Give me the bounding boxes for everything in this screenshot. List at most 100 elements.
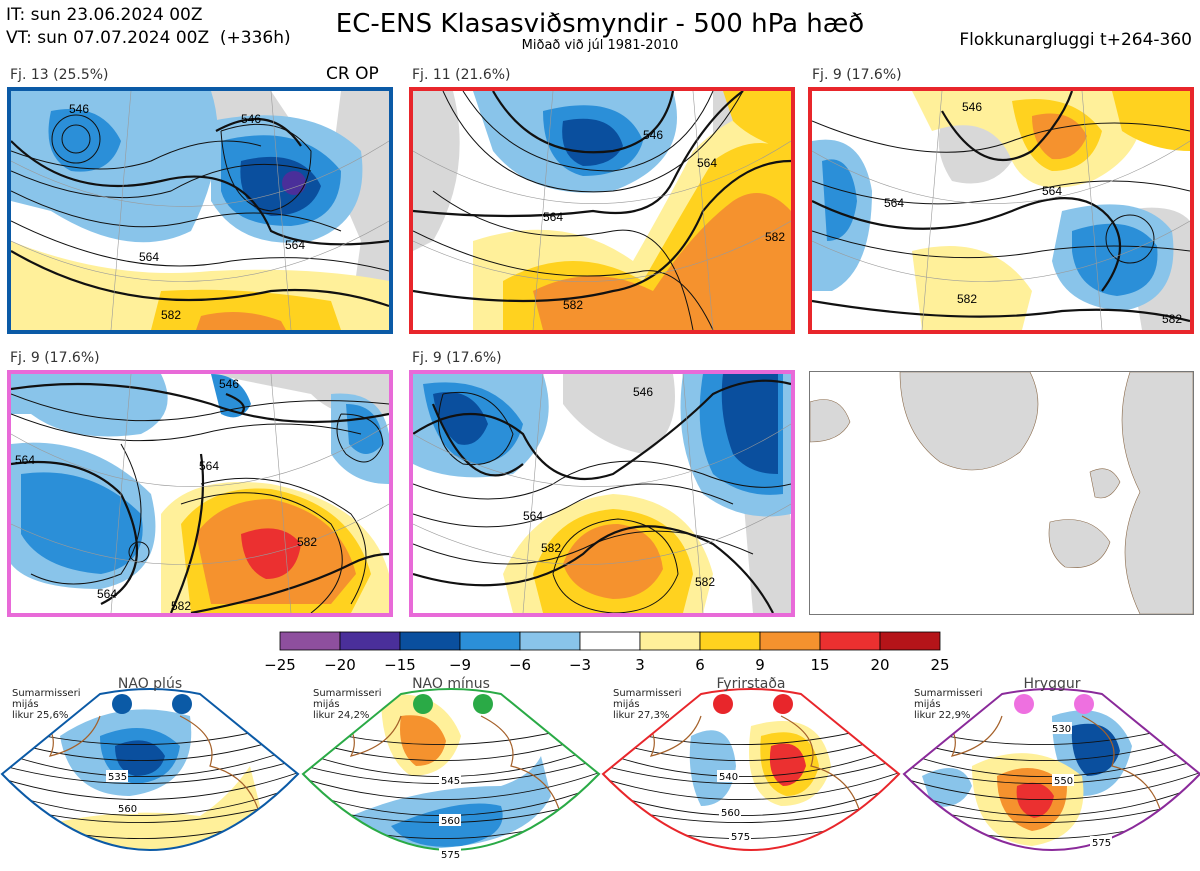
regime-map-3: 540 560 575 — [601, 688, 901, 851]
regime-sector-outline — [902, 688, 1200, 851]
regime-contour-label-bg — [729, 830, 751, 842]
regime-title: Hryggur — [1023, 676, 1081, 692]
colorbar-tick-label: −25 — [264, 656, 296, 674]
page-subtitle: Miðað við júl 1981-2010 — [521, 38, 679, 53]
panel-1-contour-label-4: 564 — [139, 250, 159, 264]
regime-info: Sumarmisseri mijás likur 22,9% — [914, 688, 982, 721]
regime-height-contour — [2, 784, 298, 816]
panel-4-label: Fj. 9 (17.6%) — [10, 350, 100, 366]
regime-map-4: 530 550 575 — [902, 688, 1200, 851]
regime-mean-label: mijás — [12, 699, 39, 710]
panel-3-contour-label-4: 582 — [957, 292, 977, 306]
regime-marker-dot — [1074, 694, 1094, 714]
colorbar-swatch — [459, 631, 521, 651]
cluster-map-3-graphic: 546 564 564 582 582 — [812, 91, 1190, 330]
panel-5-contour-label-1: 546 — [633, 385, 653, 399]
regime-contour-label-bg — [439, 814, 461, 826]
regime-height-contour — [2, 745, 298, 777]
classification-window: Flokkunargluggi t+264-360 — [959, 30, 1192, 50]
regime-inset-2: 545 560 575 NAO mínus Sumarmisseri mijás likur… — [301, 676, 601, 871]
panel-1-label: Fj. 13 (25.5%) — [10, 67, 109, 83]
panel-3-contour-label-1: 546 — [962, 100, 982, 114]
colorbar-tick-label: −9 — [449, 656, 471, 674]
regime-mean-label: mijás — [914, 699, 941, 710]
cluster-map-5: 546 564 582 582 — [409, 370, 795, 617]
colorbar-swatch — [579, 631, 641, 651]
regime-probability: likur 22,9% — [914, 710, 971, 721]
colorbar-tick-label: 6 — [695, 656, 705, 674]
colorbar-swatch — [279, 631, 341, 651]
cluster-map-4: 546 564 564 564 582 582 — [7, 370, 393, 617]
panel-5-contour-label-2: 564 — [523, 509, 543, 523]
panel-3-contour-label-3: 564 — [1042, 184, 1062, 198]
regime-contour-label: 560 — [441, 816, 460, 827]
regime-info: Sumarmisseri mijás likur 27,3% — [613, 688, 681, 721]
regime-inset-1: 535 560 NAO plús Sumarmisseri mijás likur 25,… — [0, 676, 300, 871]
regime-sector-outline — [601, 688, 901, 851]
colorbar-swatch — [879, 631, 941, 651]
regime-marker-dot — [713, 694, 733, 714]
regime-height-contour — [2, 758, 298, 785]
panel-1-tag: CR OP — [326, 64, 379, 84]
panel-1-contour-label-1: 546 — [69, 102, 89, 116]
regime-contour-label-bg — [1052, 774, 1074, 786]
regime-contour-label: 540 — [719, 772, 738, 783]
panel-5-contour-label-4: 582 — [695, 575, 715, 589]
panel-2-contour-label-3: 564 — [697, 156, 717, 170]
panel-4-contour-label-2: 564 — [15, 453, 35, 467]
regime-map-1: 535 560 — [0, 688, 300, 851]
regime-height-contour — [603, 745, 899, 777]
regime-height-contour — [904, 784, 1200, 816]
regime-probability: likur 24,2% — [313, 710, 370, 721]
regime-marker-dot — [172, 694, 192, 714]
panel-1-contour-label-5: 582 — [161, 308, 181, 322]
regime-contour-label: 560 — [721, 808, 740, 819]
regime-title: Fyrirstaða — [716, 676, 786, 692]
regime-contour-label: 575 — [1092, 838, 1111, 849]
regime-anomaly-area — [400, 715, 446, 766]
colorbar-swatch — [759, 631, 821, 651]
regime-height-contour — [303, 771, 599, 800]
regime-contour-label: 545 — [441, 776, 460, 787]
regime-season: Sumarmisseri — [914, 688, 983, 699]
regime-season: Sumarmisseri — [613, 688, 682, 699]
panel-5-contour-label-3: 582 — [541, 541, 561, 555]
colorbar-tick-label: 9 — [755, 656, 765, 674]
regime-contour-label: 530 — [1052, 724, 1071, 735]
regime-contour-label-bg — [439, 848, 461, 860]
regime-probability: likur 27,3% — [613, 710, 670, 721]
regime-sector-outline — [0, 688, 300, 851]
regime-height-contour — [904, 771, 1200, 800]
regime-marker-dot — [1014, 694, 1034, 714]
regime-map-2: 545 560 575 — [301, 688, 601, 861]
cluster-map-1: 546 546 564 564 582 — [7, 87, 393, 334]
cluster-map-1-graphic: 546 546 564 564 582 — [11, 91, 389, 330]
regime-inset-3: 540 560 575 Fyrirstaða Sumarmisseri mijás liku… — [601, 676, 901, 871]
regime-height-contour — [2, 771, 298, 800]
regime-probability: likur 25,6% — [12, 710, 69, 721]
regime-height-contour — [603, 784, 899, 816]
regime-marker-dot — [112, 694, 132, 714]
panel-1-contour-label-3: 564 — [285, 238, 305, 252]
panel-2-contour-label-5: 582 — [765, 230, 785, 244]
colorbar-swatch — [519, 631, 581, 651]
regime-contour-label-bg — [106, 770, 128, 782]
panel-3-contour-label-5: 582 — [1162, 312, 1182, 326]
colorbar-tick-label: 25 — [930, 656, 949, 674]
regime-contour-label: 550 — [1054, 776, 1073, 787]
panel-4-contour-label-5: 582 — [297, 535, 317, 549]
panel-4-contour-label-6: 582 — [171, 599, 191, 613]
regime-contour-label-bg — [1050, 722, 1072, 734]
panel-3-contour-label-2: 564 — [884, 196, 904, 210]
regime-inset-4: 530 550 575 Hryggur Sumarmisseri mijás likur 2… — [902, 676, 1200, 871]
panel-1-contour-label-2: 546 — [241, 112, 261, 126]
regime-title: NAO plús — [117, 676, 183, 692]
panel-2-contour-label-2: 564 — [543, 210, 563, 224]
empty-basemap — [809, 371, 1194, 615]
panel-5-label: Fj. 9 (17.6%) — [412, 350, 502, 366]
colorbar: −25 −20 −15 −9 −6 −3 3 6 9 15 20 25 — [264, 631, 950, 674]
header-run-info: IT: sun 23.06.2024 00Z VT: sun 07.07.202… — [6, 4, 291, 50]
panel-2-contour-label-4: 582 — [563, 298, 583, 312]
colorbar-swatch — [639, 631, 701, 651]
regime-marker-dot — [413, 694, 433, 714]
